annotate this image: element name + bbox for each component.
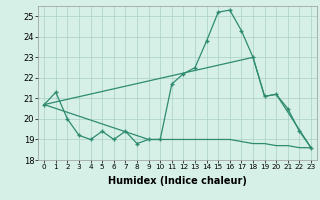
X-axis label: Humidex (Indice chaleur): Humidex (Indice chaleur) (108, 176, 247, 186)
